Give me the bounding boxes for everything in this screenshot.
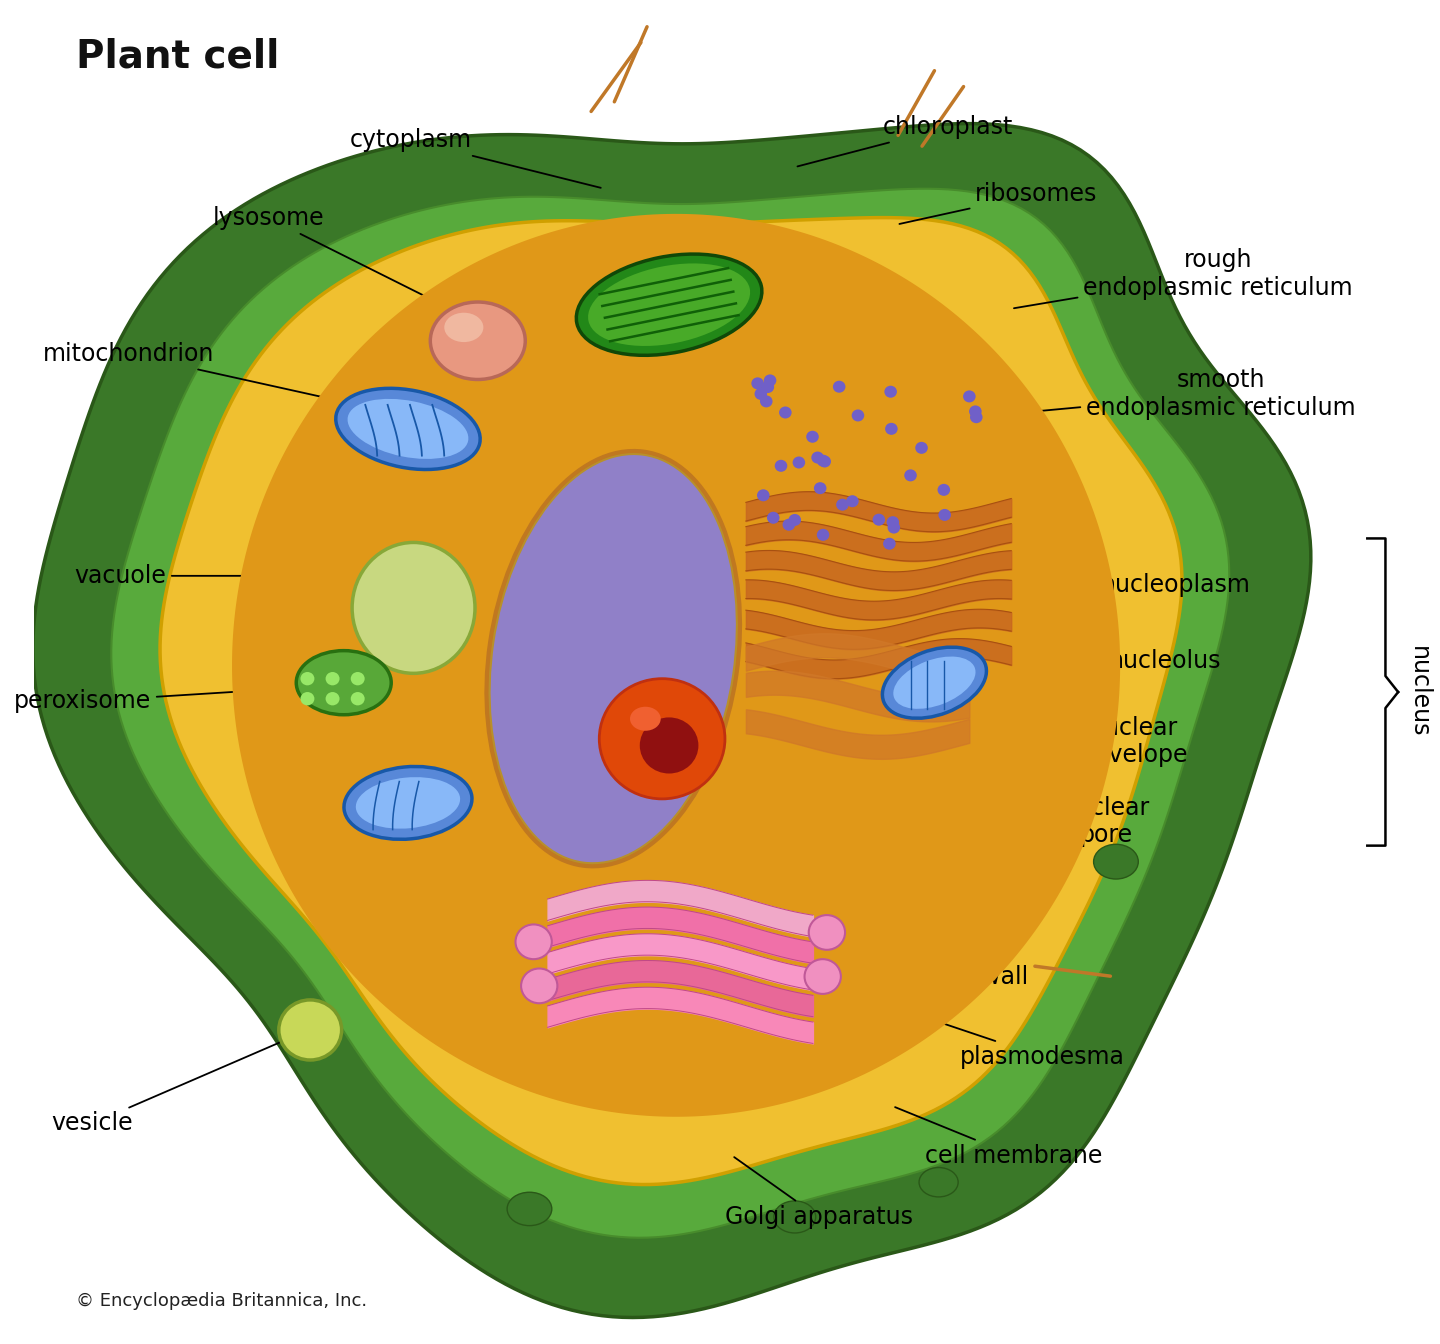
Ellipse shape: [1093, 844, 1138, 879]
Ellipse shape: [356, 777, 461, 829]
Ellipse shape: [507, 1192, 552, 1226]
Text: chloroplast: chloroplast: [798, 116, 1014, 167]
Ellipse shape: [816, 528, 829, 540]
Text: Golgi apparatus: Golgi apparatus: [724, 1157, 913, 1228]
Polygon shape: [111, 188, 1230, 1238]
Ellipse shape: [847, 495, 858, 507]
Ellipse shape: [886, 423, 897, 435]
Ellipse shape: [811, 452, 824, 464]
Polygon shape: [232, 214, 1120, 1117]
Ellipse shape: [279, 1000, 341, 1060]
Polygon shape: [160, 218, 1182, 1184]
Ellipse shape: [809, 915, 845, 950]
Ellipse shape: [760, 395, 772, 407]
Ellipse shape: [937, 484, 950, 496]
Ellipse shape: [639, 718, 698, 774]
Ellipse shape: [325, 672, 340, 685]
Ellipse shape: [883, 646, 986, 718]
Ellipse shape: [805, 960, 841, 995]
Ellipse shape: [755, 388, 768, 401]
Ellipse shape: [837, 499, 848, 511]
Ellipse shape: [832, 380, 845, 392]
Ellipse shape: [588, 263, 750, 345]
Text: plasmodesma: plasmodesma: [942, 1023, 1125, 1068]
Ellipse shape: [762, 380, 775, 392]
Ellipse shape: [301, 692, 314, 706]
Ellipse shape: [752, 378, 763, 390]
Ellipse shape: [792, 457, 805, 469]
Text: © Encyclopædia Britannica, Inc.: © Encyclopædia Britannica, Inc.: [76, 1293, 367, 1310]
Ellipse shape: [904, 469, 917, 481]
Ellipse shape: [1064, 616, 1113, 653]
Ellipse shape: [775, 460, 788, 472]
Text: cell wall: cell wall: [896, 943, 1028, 989]
Text: cytoplasm: cytoplasm: [350, 129, 600, 188]
Polygon shape: [33, 124, 1310, 1317]
Ellipse shape: [873, 513, 886, 526]
Ellipse shape: [969, 406, 982, 418]
Ellipse shape: [939, 509, 950, 521]
Ellipse shape: [488, 453, 737, 864]
Ellipse shape: [599, 679, 724, 798]
Ellipse shape: [351, 692, 364, 706]
Ellipse shape: [782, 519, 795, 531]
Ellipse shape: [818, 456, 831, 468]
Ellipse shape: [576, 254, 762, 355]
Ellipse shape: [351, 672, 364, 685]
Text: nuclear
pore: nuclear pore: [942, 796, 1151, 848]
Ellipse shape: [629, 707, 661, 731]
Text: nucleus: nucleus: [1407, 646, 1431, 738]
Ellipse shape: [445, 313, 484, 343]
Ellipse shape: [431, 302, 526, 379]
Text: nucleoplasm: nucleoplasm: [1025, 573, 1251, 597]
Text: Plant cell: Plant cell: [76, 38, 279, 75]
Ellipse shape: [336, 388, 480, 469]
Ellipse shape: [916, 442, 927, 454]
Ellipse shape: [851, 410, 864, 422]
Ellipse shape: [297, 650, 392, 715]
Ellipse shape: [816, 454, 829, 466]
Text: lysosome: lysosome: [213, 206, 454, 310]
Ellipse shape: [779, 406, 792, 418]
Ellipse shape: [269, 496, 314, 534]
Ellipse shape: [773, 1202, 815, 1232]
Ellipse shape: [919, 1168, 958, 1198]
Ellipse shape: [521, 969, 557, 1003]
Ellipse shape: [971, 411, 982, 423]
Text: nucleolus: nucleolus: [1011, 649, 1221, 673]
Ellipse shape: [294, 587, 347, 628]
Ellipse shape: [883, 538, 896, 550]
Text: cell membrane: cell membrane: [896, 1107, 1103, 1168]
Ellipse shape: [806, 430, 819, 442]
Ellipse shape: [768, 512, 779, 524]
Ellipse shape: [763, 375, 776, 387]
Ellipse shape: [516, 925, 552, 960]
Text: vacuole: vacuole: [75, 564, 380, 587]
Ellipse shape: [789, 513, 801, 526]
Text: peroxisome: peroxisome: [14, 685, 336, 714]
Text: rough
endoplasmic reticulum: rough endoplasmic reticulum: [1014, 249, 1352, 308]
Text: vesicle: vesicle: [52, 1036, 294, 1136]
Ellipse shape: [325, 692, 340, 706]
Ellipse shape: [814, 482, 827, 495]
Ellipse shape: [301, 672, 314, 685]
Ellipse shape: [353, 543, 475, 673]
Ellipse shape: [757, 489, 769, 501]
Ellipse shape: [893, 656, 975, 708]
Ellipse shape: [884, 386, 897, 398]
Text: ribosomes: ribosomes: [900, 181, 1097, 224]
Text: nuclear
envelope: nuclear envelope: [969, 715, 1188, 767]
Ellipse shape: [347, 399, 468, 458]
Ellipse shape: [963, 390, 976, 402]
Ellipse shape: [344, 766, 472, 840]
Text: smooth
endoplasmic reticulum: smooth endoplasmic reticulum: [994, 368, 1355, 421]
Ellipse shape: [887, 516, 899, 528]
Ellipse shape: [887, 521, 900, 534]
Text: mitochondrion: mitochondrion: [43, 343, 392, 413]
